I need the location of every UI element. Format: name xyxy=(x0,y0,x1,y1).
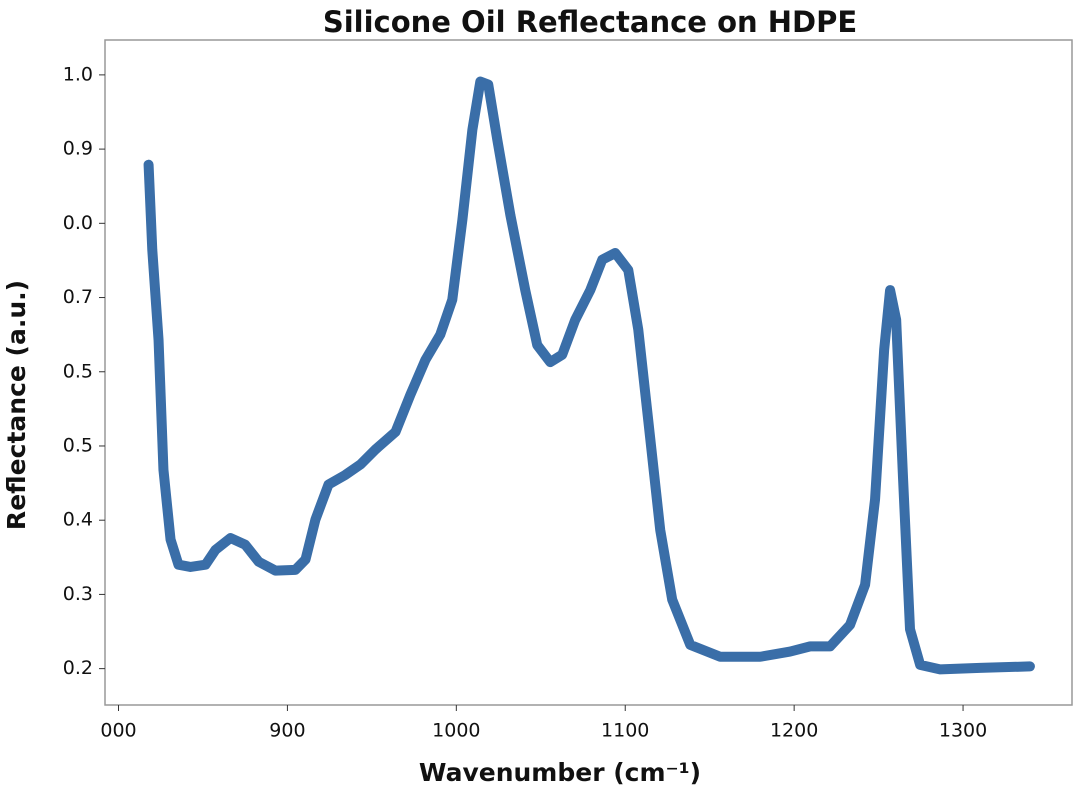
y-tick-label: 0.2 xyxy=(63,657,93,679)
data-line xyxy=(143,76,1035,675)
y-tick-label: 0.0 xyxy=(63,212,93,234)
y-tick-label: 0.5 xyxy=(63,434,93,456)
x-axis-label: Wavenumber (cm⁻¹) xyxy=(419,758,701,787)
y-tick-label: 0.9 xyxy=(63,138,93,160)
y-tick-label: 0.5 xyxy=(63,360,93,382)
y-tick-label: 0.3 xyxy=(63,583,93,605)
x-tick-label: 900 xyxy=(269,720,305,742)
y-tick-label: 1.0 xyxy=(63,63,93,85)
y-tick-label: 0.4 xyxy=(63,509,93,531)
y-tick-label: 0.7 xyxy=(63,286,93,308)
x-tick-label: 1200 xyxy=(770,720,818,742)
y-axis-label: Reflectance (a.u.) xyxy=(2,280,31,530)
x-tick-label: 000 xyxy=(100,720,136,742)
x-tick-label: 1000 xyxy=(432,720,480,742)
plot-frame xyxy=(104,39,1073,706)
chart-title: Silicone Oil Reflectance on HDPE xyxy=(323,5,857,39)
x-tick-label: 1100 xyxy=(601,720,649,742)
x-tick-label: 1300 xyxy=(939,720,987,742)
